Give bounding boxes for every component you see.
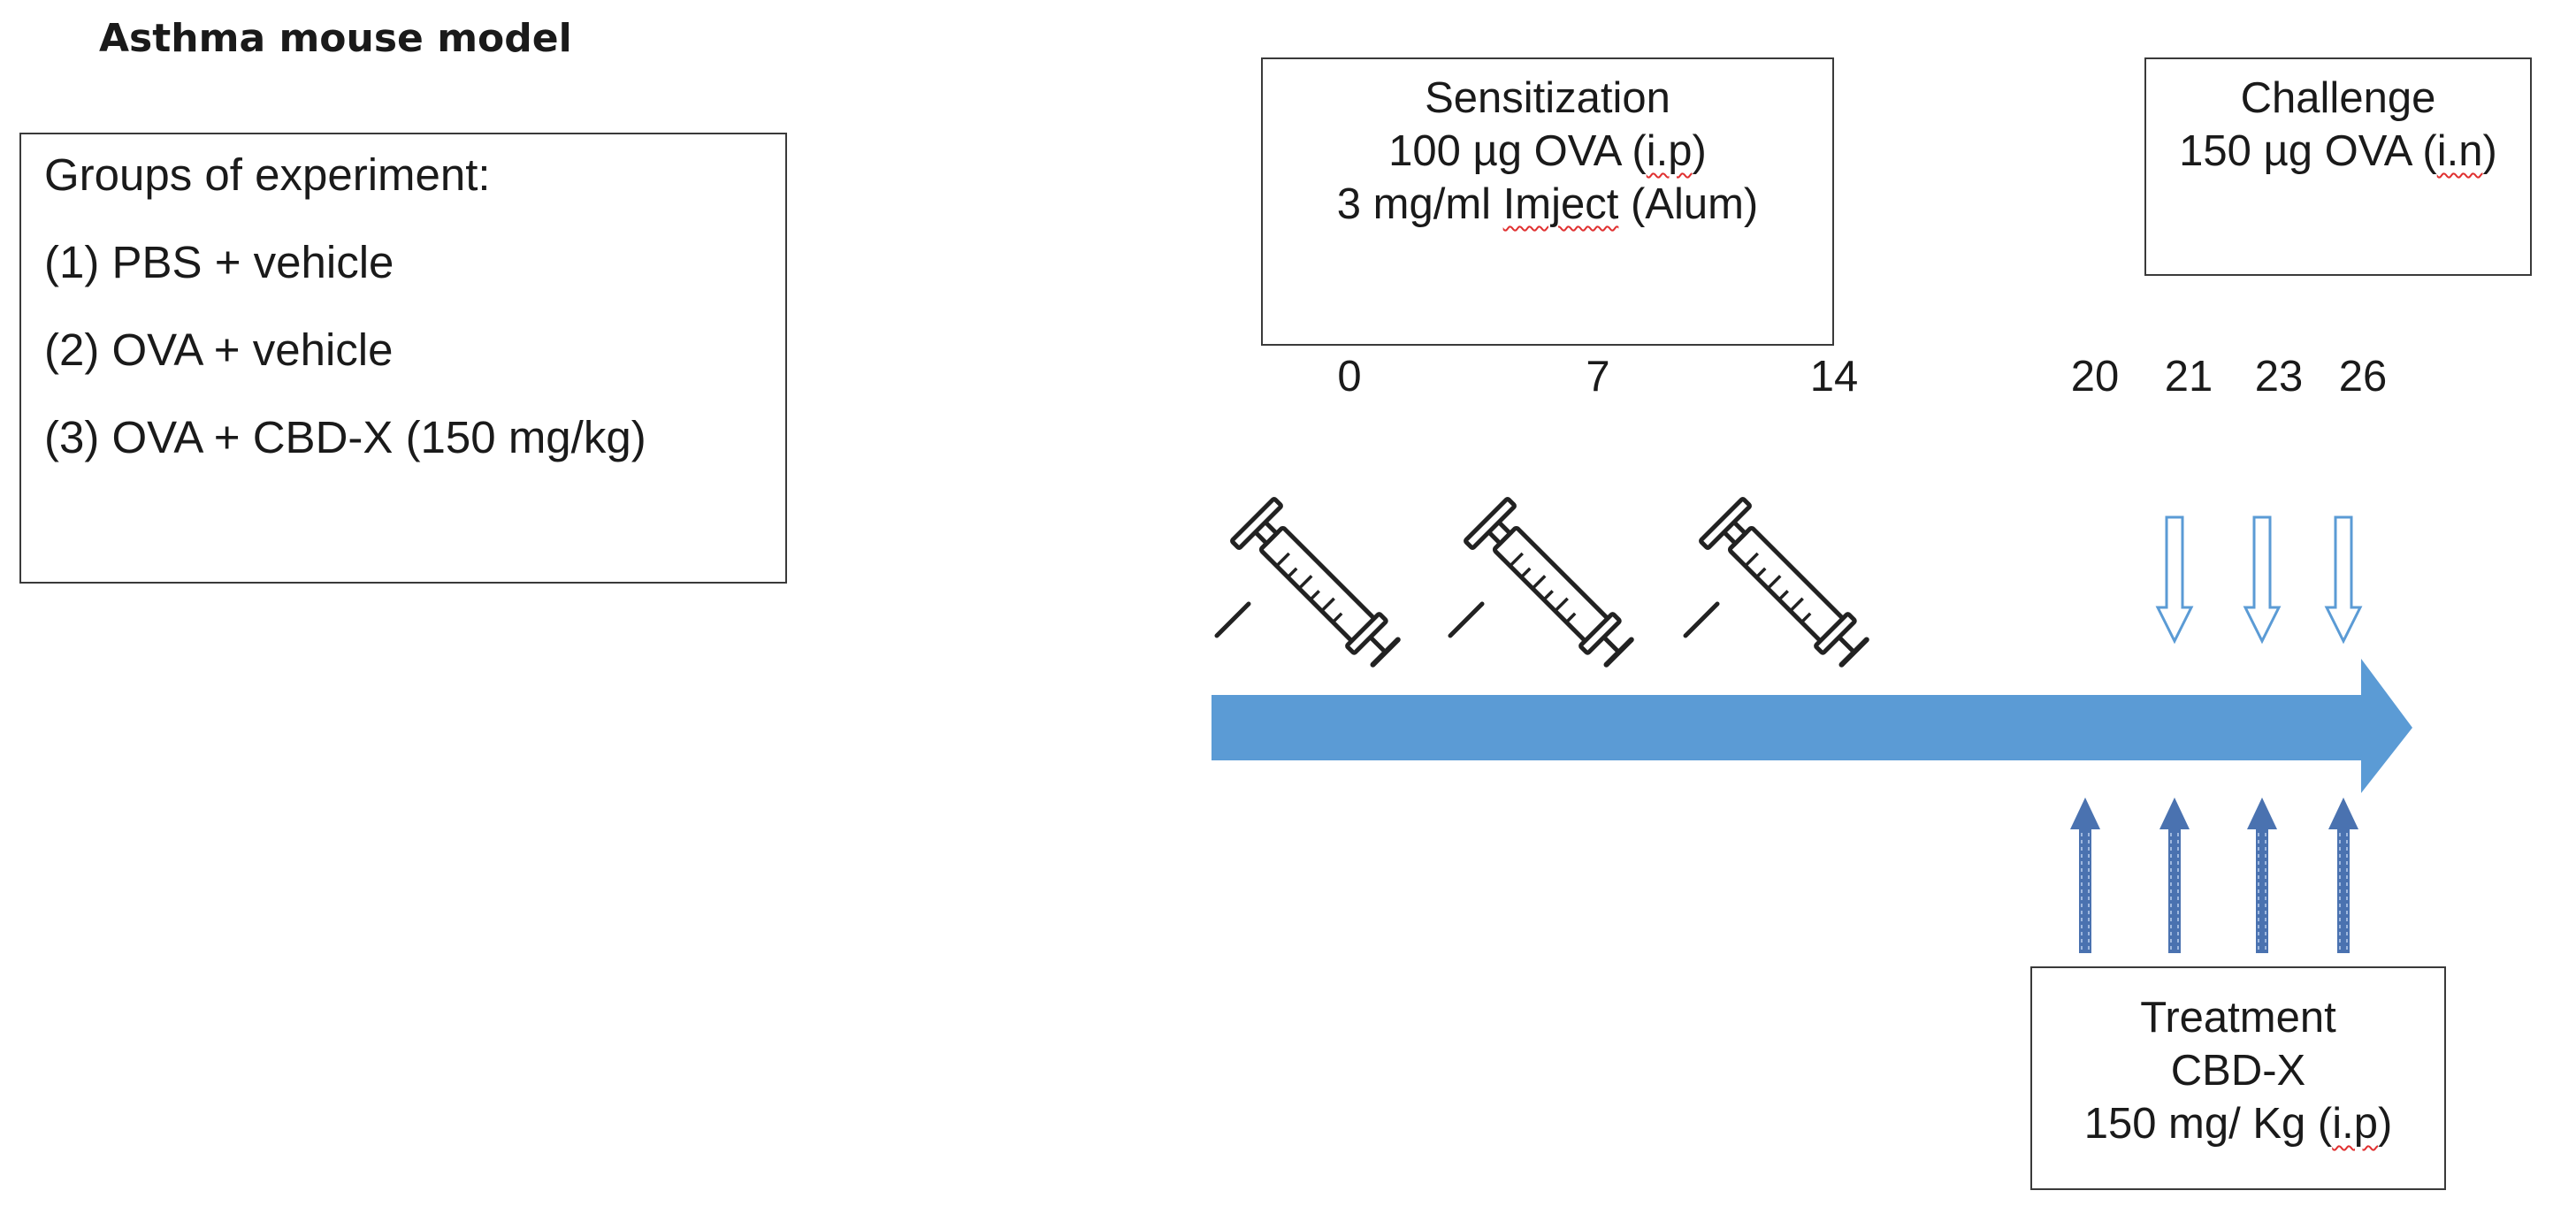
- treatment-title: Treatment: [2140, 994, 2336, 1042]
- sensitization-box: Sensitization 100 µg OVA (i.p) 3 mg/ml I…: [1261, 57, 1834, 346]
- up-arrow-icon-day-26: [2328, 797, 2359, 954]
- down-arrow-icon-day-23: [2243, 515, 2281, 643]
- treatment-box: Treatment CBD-X 150 mg/ Kg (i.p): [2030, 966, 2446, 1190]
- up-arrow-icon-day-20: [2069, 797, 2101, 954]
- group-item-2: (2) OVA + vehicle: [44, 324, 394, 375]
- day-label-20: 20: [2070, 353, 2120, 401]
- day-label-14: 14: [1809, 353, 1859, 401]
- up-arrow-icon-day-23: [2246, 797, 2278, 954]
- sensitization-dose: 100 µg OVA (i.p): [1388, 127, 1707, 175]
- up-arrow-icon-day-21: [2159, 797, 2190, 954]
- sensitization-adjuvant: 3 mg/ml Imject (Alum): [1336, 180, 1759, 228]
- day-label-7: 7: [1586, 353, 1610, 401]
- down-arrow-icon-day-26: [2325, 515, 2362, 643]
- syringe-icon-day-14: [1685, 499, 1876, 674]
- day-label-23: 23: [2254, 353, 2304, 401]
- day-label-26: 26: [2338, 353, 2388, 401]
- challenge-box: Challenge 150 µg OVA (i.n): [2144, 57, 2532, 276]
- timeline-arrow: [1212, 659, 2412, 793]
- down-arrow-icon-day-21: [2156, 515, 2193, 643]
- groups-box: Groups of experiment: (1) PBS + vehicle …: [19, 133, 787, 584]
- treatment-dose: 150 mg/ Kg (i.p): [2083, 1100, 2393, 1148]
- treatment-drug: CBD-X: [2170, 1047, 2306, 1095]
- group-item-3: (3) OVA + CBD-X (150 mg/kg): [44, 412, 646, 462]
- sensitization-title: Sensitization: [1425, 74, 1670, 122]
- day-label-0: 0: [1337, 353, 1362, 401]
- challenge-title: Challenge: [2240, 74, 2436, 122]
- day-label-21: 21: [2164, 353, 2213, 401]
- diagram-title: Asthma mouse model: [99, 16, 572, 61]
- group-item-1: (1) PBS + vehicle: [44, 237, 394, 287]
- syringe-icon-day-0: [1217, 499, 1407, 674]
- challenge-dose: 150 µg OVA (i.n): [2179, 127, 2497, 175]
- syringe-icon-day-7: [1450, 499, 1640, 674]
- groups-heading: Groups of experiment:: [44, 149, 491, 200]
